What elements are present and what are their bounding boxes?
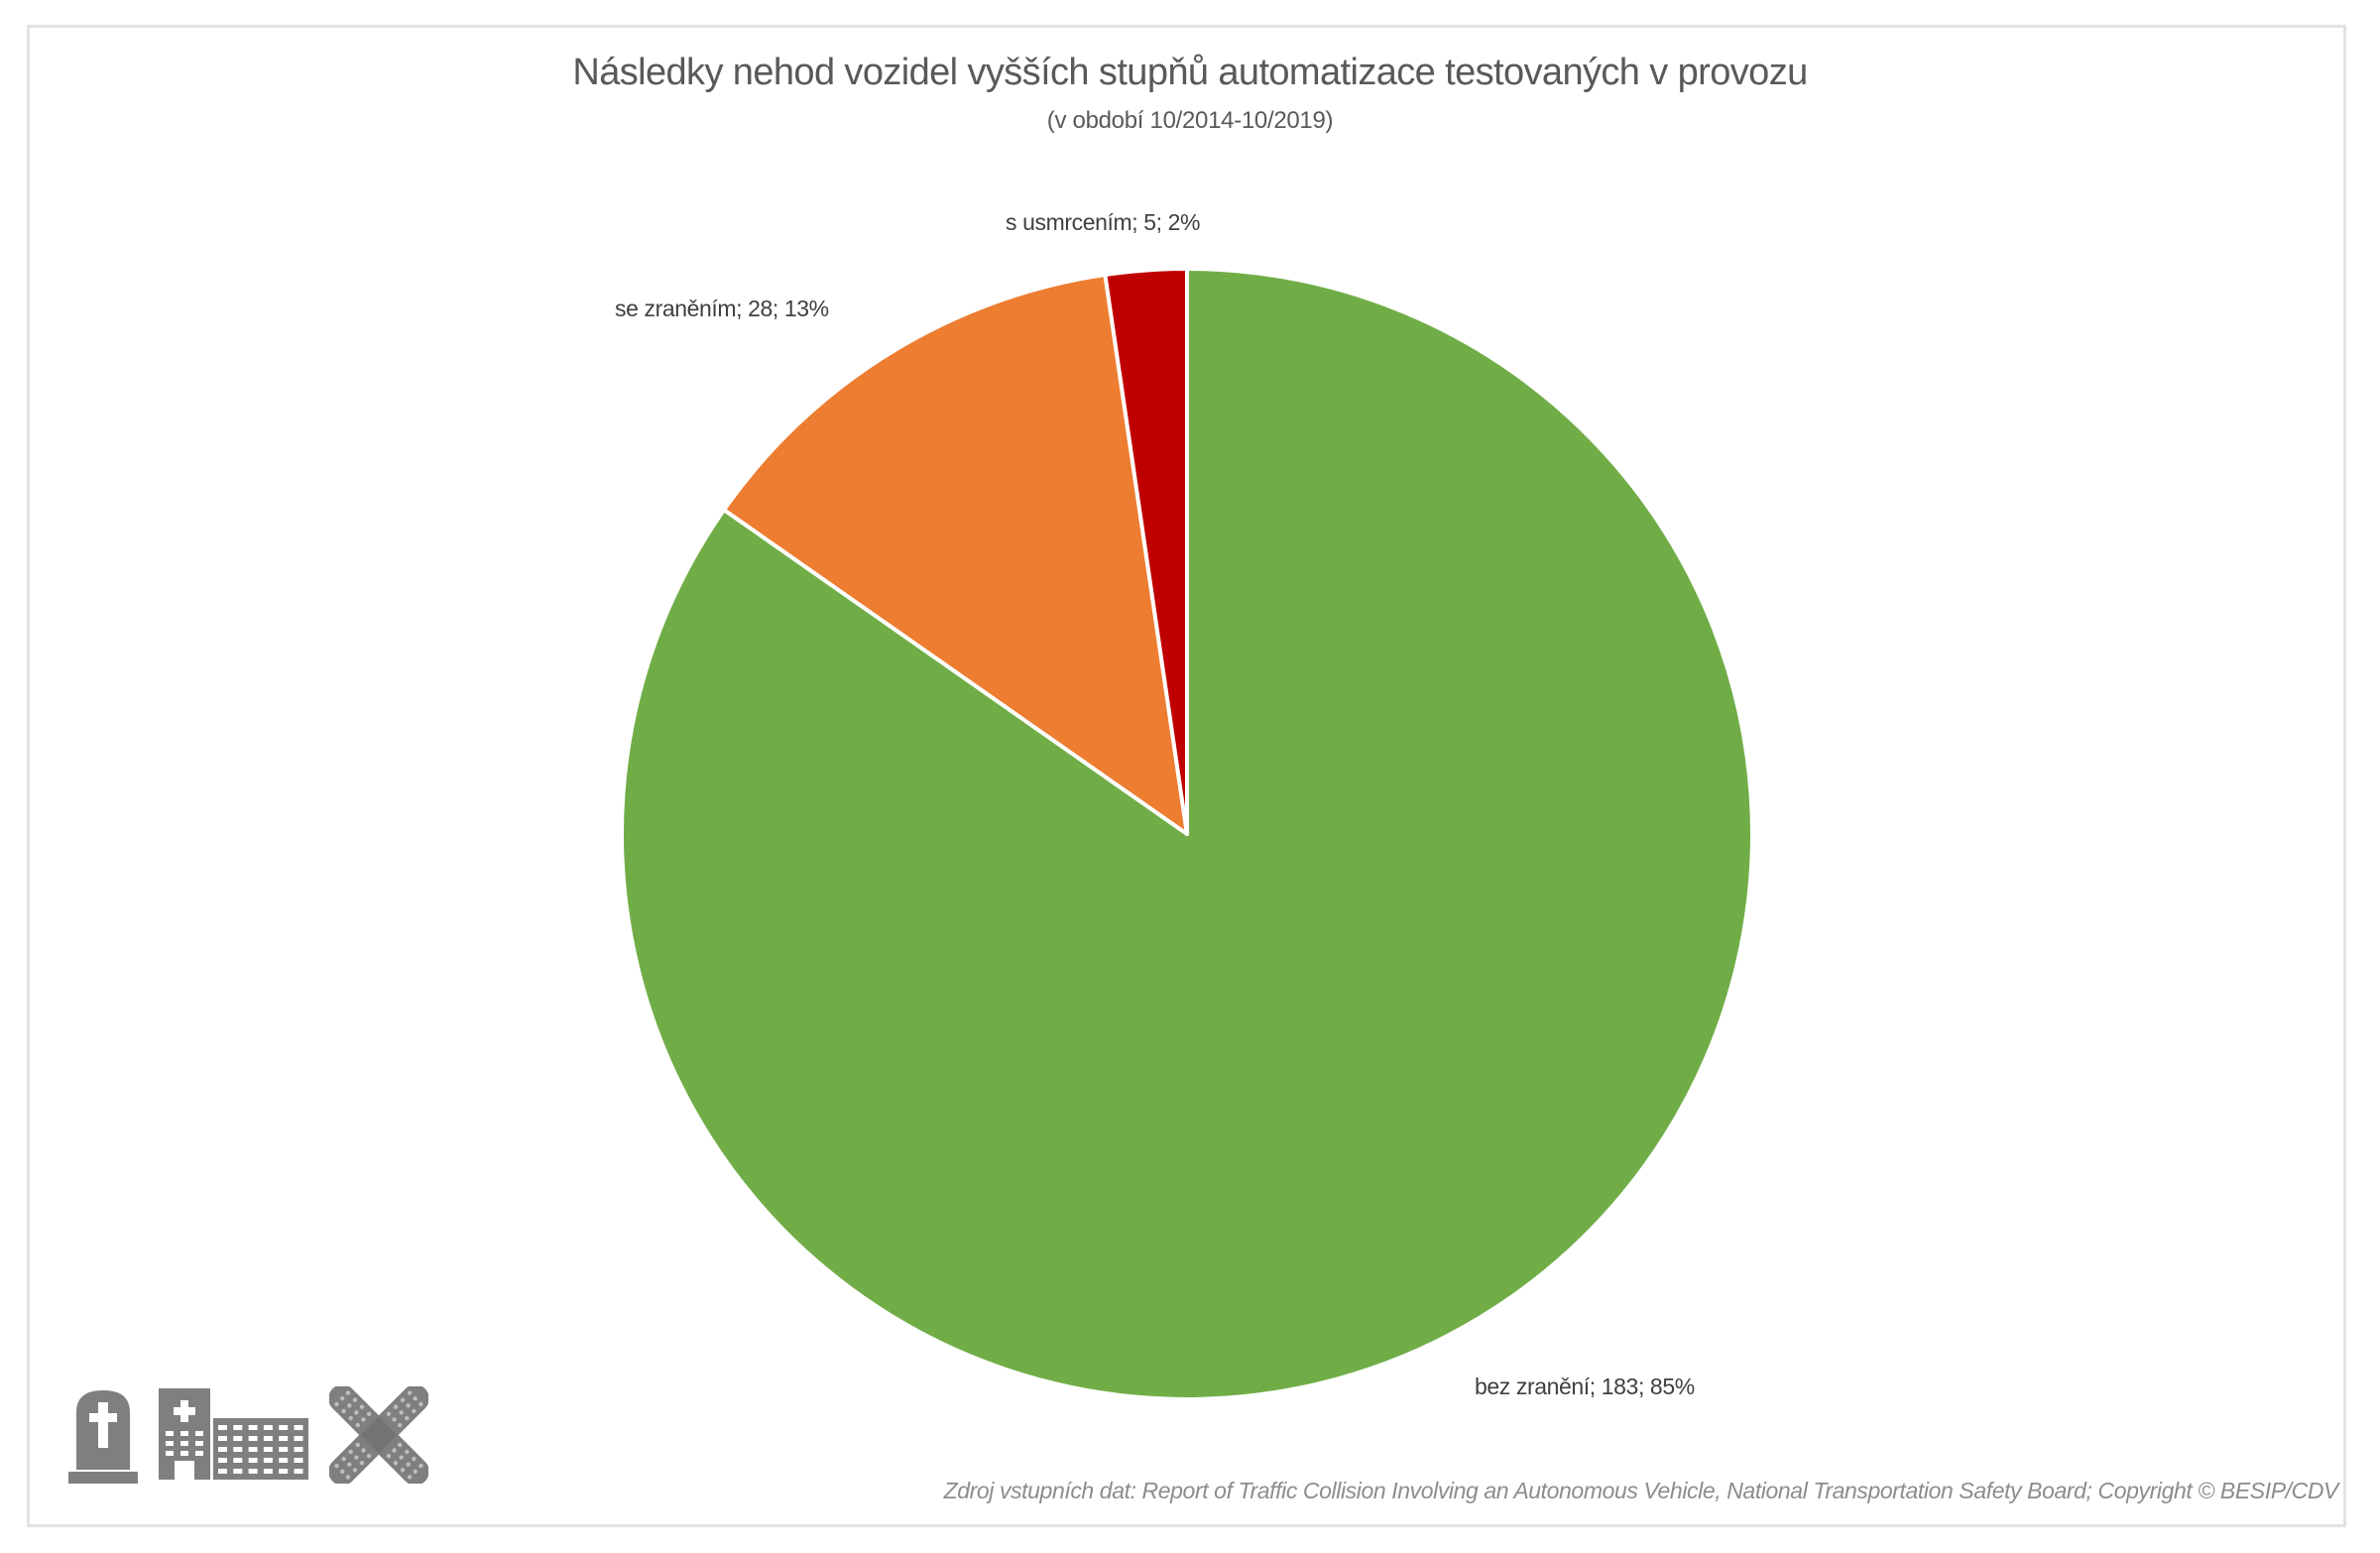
bandage-icon	[329, 1386, 428, 1484]
label-no-injury: bez zranění; 183; 85%	[1475, 1374, 1695, 1399]
hospital-icon	[159, 1388, 308, 1480]
pie-slices	[620, 267, 1754, 1401]
chart-subtitle: (v období 10/2014-10/2019)	[1046, 107, 1334, 134]
slice-fatal	[1103, 267, 1189, 836]
slice-injury	[722, 273, 1189, 836]
label-fatal: s usmrcením; 5; 2%	[1006, 209, 1201, 235]
label-injury: se zraněním; 28; 13%	[615, 296, 829, 321]
source-note: Zdroj vstupních dat: Report of Traffic C…	[943, 1478, 2339, 1503]
tombstone-icon	[68, 1390, 138, 1484]
chart-title: Následky nehod vozidel vyšších stupňů au…	[572, 52, 1808, 93]
